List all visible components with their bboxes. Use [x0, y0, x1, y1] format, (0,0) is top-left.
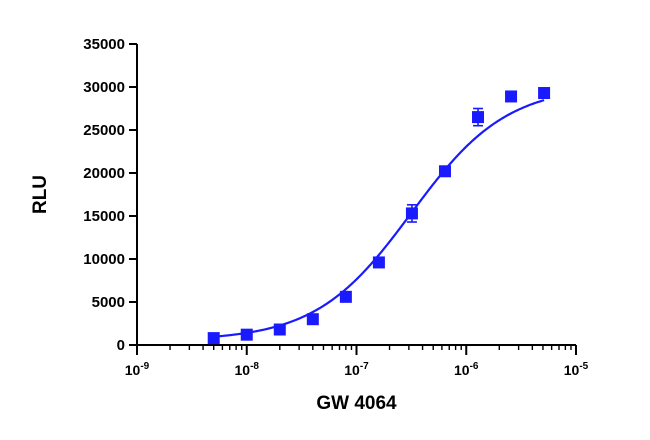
x-tick-label: 10-6: [454, 361, 479, 378]
y-tick-label: 10000: [83, 251, 125, 268]
x-tick-label: 10-7: [344, 361, 369, 378]
data-point: [538, 87, 551, 100]
y-tick-label: 0: [117, 337, 125, 354]
x-tick-label: 10-5: [564, 361, 589, 378]
x-tick-label: 10-9: [125, 361, 150, 378]
data-point: [505, 90, 518, 103]
fit-curve-line: [213, 99, 545, 338]
fit-curve-group: [213, 99, 545, 338]
data-points-group: [207, 87, 551, 345]
data-point: [273, 323, 286, 336]
data-point: [339, 290, 352, 303]
y-tick-label: 30000: [83, 79, 125, 96]
data-point: [240, 328, 253, 341]
axes: 0 5000 10000 15000 20000 25000 30000 35000 10-9 1…: [83, 36, 588, 378]
data-point: [207, 332, 220, 345]
y-tick-label: 20000: [83, 165, 125, 182]
y-axis-title: RLU: [30, 175, 51, 214]
y-tick-label: 35000: [83, 36, 125, 53]
y-tick-label: 25000: [83, 122, 125, 139]
data-point: [405, 207, 418, 220]
data-point: [372, 256, 385, 269]
y-tick-label: 5000: [92, 294, 125, 311]
data-point: [438, 165, 451, 178]
x-axis-title: GW 4064: [316, 393, 397, 414]
y-tick-label: 15000: [83, 208, 125, 225]
data-point: [472, 111, 485, 124]
x-tick-label: 10-8: [235, 361, 260, 378]
data-point: [306, 313, 319, 326]
